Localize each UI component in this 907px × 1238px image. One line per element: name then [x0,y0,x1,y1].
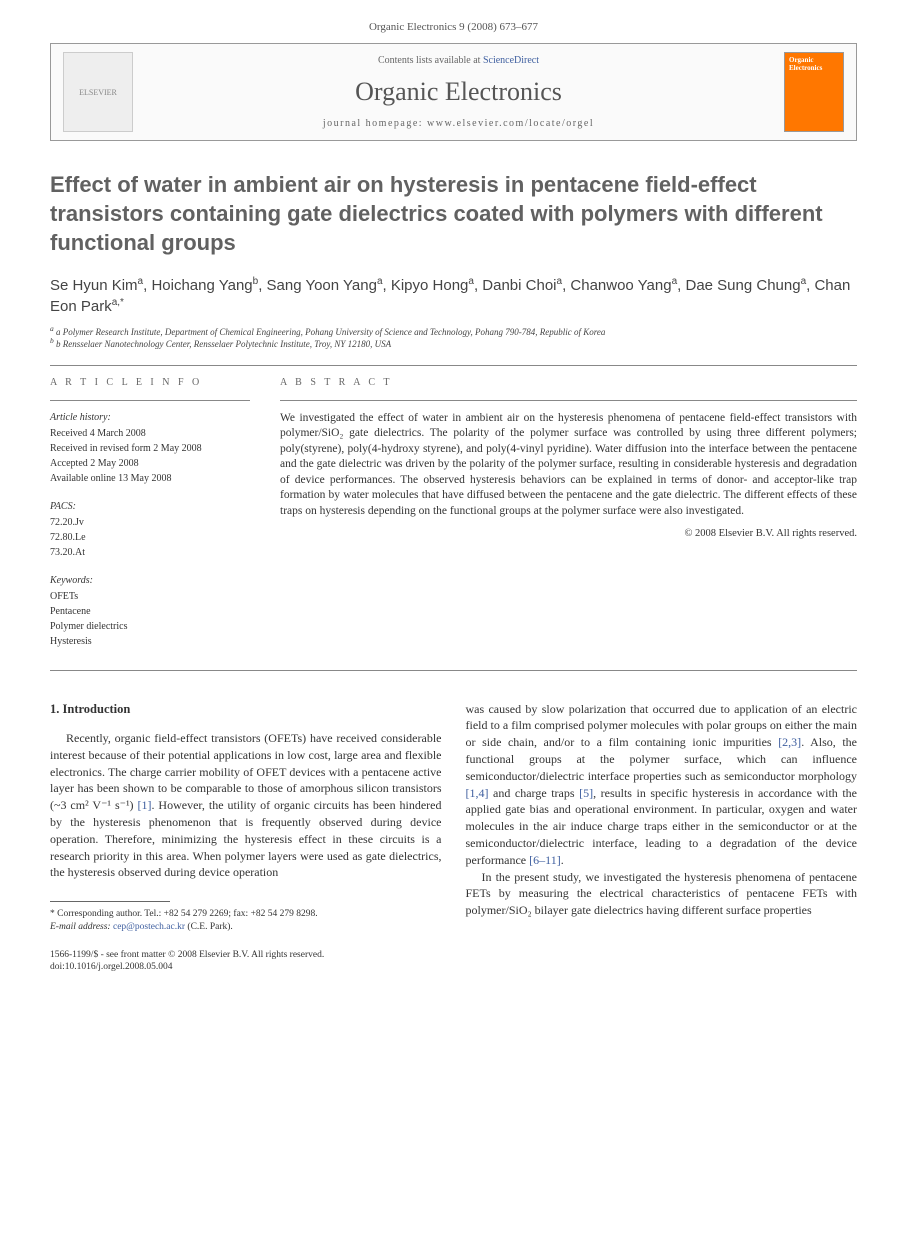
citation-link[interactable]: [2,3] [778,735,801,749]
body-column-right: was caused by slow polarization that occ… [466,701,858,933]
divider [50,400,250,401]
journal-reference: Organic Electronics 9 (2008) 673–677 [50,20,857,35]
journal-cover-thumbnail: Organic Electronics [784,52,844,132]
divider [280,400,857,401]
front-matter-line: 1566-1199/$ - see front matter © 2008 El… [50,949,857,961]
email-link[interactable]: cep@postech.ac.kr [113,922,185,932]
footnote-corr: * Corresponding author. Tel.: +82 54 279… [50,908,442,920]
body-column-left: 1. Introduction Recently, organic field-… [50,701,442,933]
contents-line: Contents lists available at ScienceDirec… [133,54,784,68]
front-matter-info: 1566-1199/$ - see front matter © 2008 El… [50,949,857,974]
header-center: Contents lists available at ScienceDirec… [133,54,784,130]
article-info-heading: A R T I C L E I N F O [50,376,250,390]
section-heading: 1. Introduction [50,701,442,719]
contents-prefix: Contents lists available at [378,55,483,66]
citation-link[interactable]: [1] [137,798,151,812]
abstract-heading: A B S T R A C T [280,376,857,390]
publisher-label: ELSEVIER [79,87,117,98]
affiliation-b: b b Rensselaer Nanotechnology Center, Re… [50,339,857,351]
email-suffix: (C.E. Park). [185,922,233,932]
author-list: Se Hyun Kima, Hoichang Yangb, Sang Yoon … [50,275,857,317]
body-paragraph: In the present study, we investigated th… [466,869,858,919]
divider [50,365,857,366]
affiliations: a a Polymer Research Institute, Departme… [50,327,857,350]
body-paragraph: was caused by slow polarization that occ… [466,701,858,869]
cover-text: Organic Electronics [789,57,839,72]
info-abstract-row: A R T I C L E I N F O Article history: R… [50,376,857,650]
email-label: E-mail address: [50,922,113,932]
doi-line: doi:10.1016/j.orgel.2008.05.004 [50,961,857,973]
keyword-item: Pentacene [50,605,250,619]
pacs-label: PACS: [50,500,250,514]
pacs-item: 73.20.At [50,546,250,560]
keyword-item: Polymer dielectrics [50,620,250,634]
keywords-label: Keywords: [50,574,250,588]
affiliation-a: a a Polymer Research Institute, Departme… [50,327,857,339]
history-item: Accepted 2 May 2008 [50,457,250,471]
pacs-item: 72.20.Jv [50,516,250,530]
abstract-column: A B S T R A C T We investigated the effe… [280,376,857,650]
citation-link[interactable]: [1,4] [466,786,489,800]
citation-link[interactable]: [5] [579,786,593,800]
homepage-line: journal homepage: www.elsevier.com/locat… [133,117,784,131]
body-columns: 1. Introduction Recently, organic field-… [50,701,857,933]
journal-header: ELSEVIER Contents lists available at Sci… [50,43,857,141]
history-item: Received 4 March 2008 [50,427,250,441]
citation-link[interactable]: [6–11] [529,853,561,867]
article-title: Effect of water in ambient air on hyster… [50,171,857,257]
history-item: Received in revised form 2 May 2008 [50,442,250,456]
journal-name: Organic Electronics [133,74,784,110]
body-paragraph: Recently, organic field-effect transisto… [50,730,442,881]
abstract-copyright: © 2008 Elsevier B.V. All rights reserved… [280,527,857,542]
abstract-text: We investigated the effect of water in a… [280,411,857,520]
pacs-item: 72.80.Le [50,531,250,545]
divider [50,670,857,671]
keyword-item: OFETs [50,590,250,604]
corresponding-author-footnote: * Corresponding author. Tel.: +82 54 279… [50,908,442,933]
history-label: Article history: [50,411,250,425]
footnote-email-line: E-mail address: cep@postech.ac.kr (C.E. … [50,921,442,933]
elsevier-logo: ELSEVIER [63,52,133,132]
article-info-column: A R T I C L E I N F O Article history: R… [50,376,250,650]
sciencedirect-link[interactable]: ScienceDirect [483,55,539,66]
history-item: Available online 13 May 2008 [50,472,250,486]
footnote-divider [50,901,170,902]
keyword-item: Hysteresis [50,635,250,649]
